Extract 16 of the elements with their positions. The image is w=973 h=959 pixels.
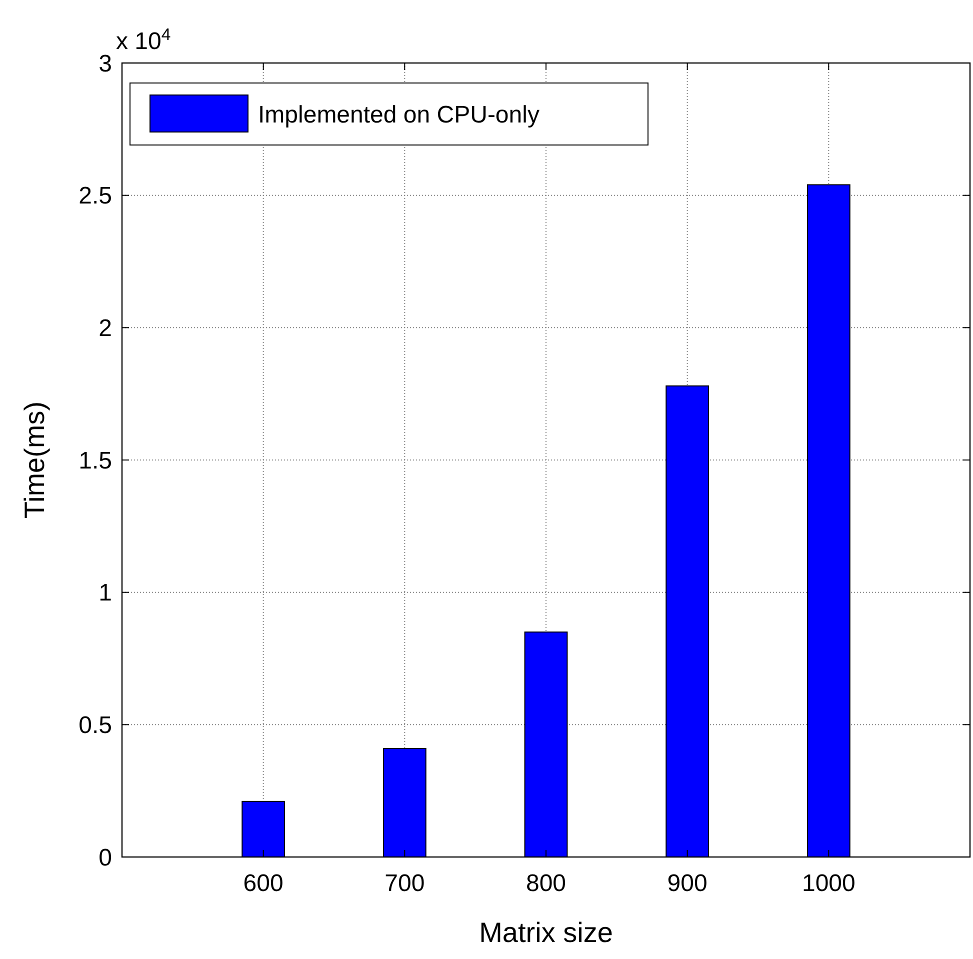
x-tick-label: 600	[243, 870, 284, 897]
y-tick-label: 0.5	[78, 712, 112, 740]
x-tick-label: 800	[526, 870, 566, 897]
x-tick-label: 700	[384, 870, 425, 897]
y-tick-label: 3	[98, 50, 112, 78]
y-tick-label: 1	[98, 580, 112, 607]
legend-label: Implemented on CPU-only	[258, 101, 540, 128]
x-tick-label: 900	[667, 870, 708, 897]
y-tick-label: 2.5	[78, 182, 112, 210]
y-tick-label: 1.5	[78, 447, 112, 474]
y-tick-label: 2	[98, 315, 112, 342]
x-tick-label: 1000	[802, 870, 856, 897]
text: x 10$^{4}$	[116, 24, 171, 55]
y-axis-title: Time(ms)	[19, 401, 50, 519]
x-axis-title: Matrix size	[479, 917, 613, 948]
y-tick-label: 0	[98, 844, 112, 872]
